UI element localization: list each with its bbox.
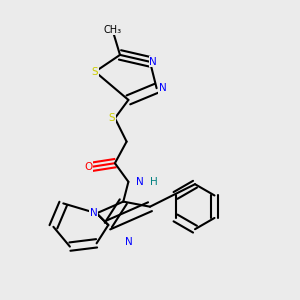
Text: S: S <box>92 67 98 77</box>
Text: N: N <box>136 177 144 187</box>
Text: H: H <box>150 177 158 187</box>
Text: S: S <box>109 113 115 123</box>
Text: N: N <box>125 237 133 247</box>
Text: N: N <box>159 83 167 93</box>
Text: N: N <box>149 57 157 67</box>
Text: CH₃: CH₃ <box>103 25 122 35</box>
Text: N: N <box>90 208 98 218</box>
Text: O: O <box>85 162 93 172</box>
